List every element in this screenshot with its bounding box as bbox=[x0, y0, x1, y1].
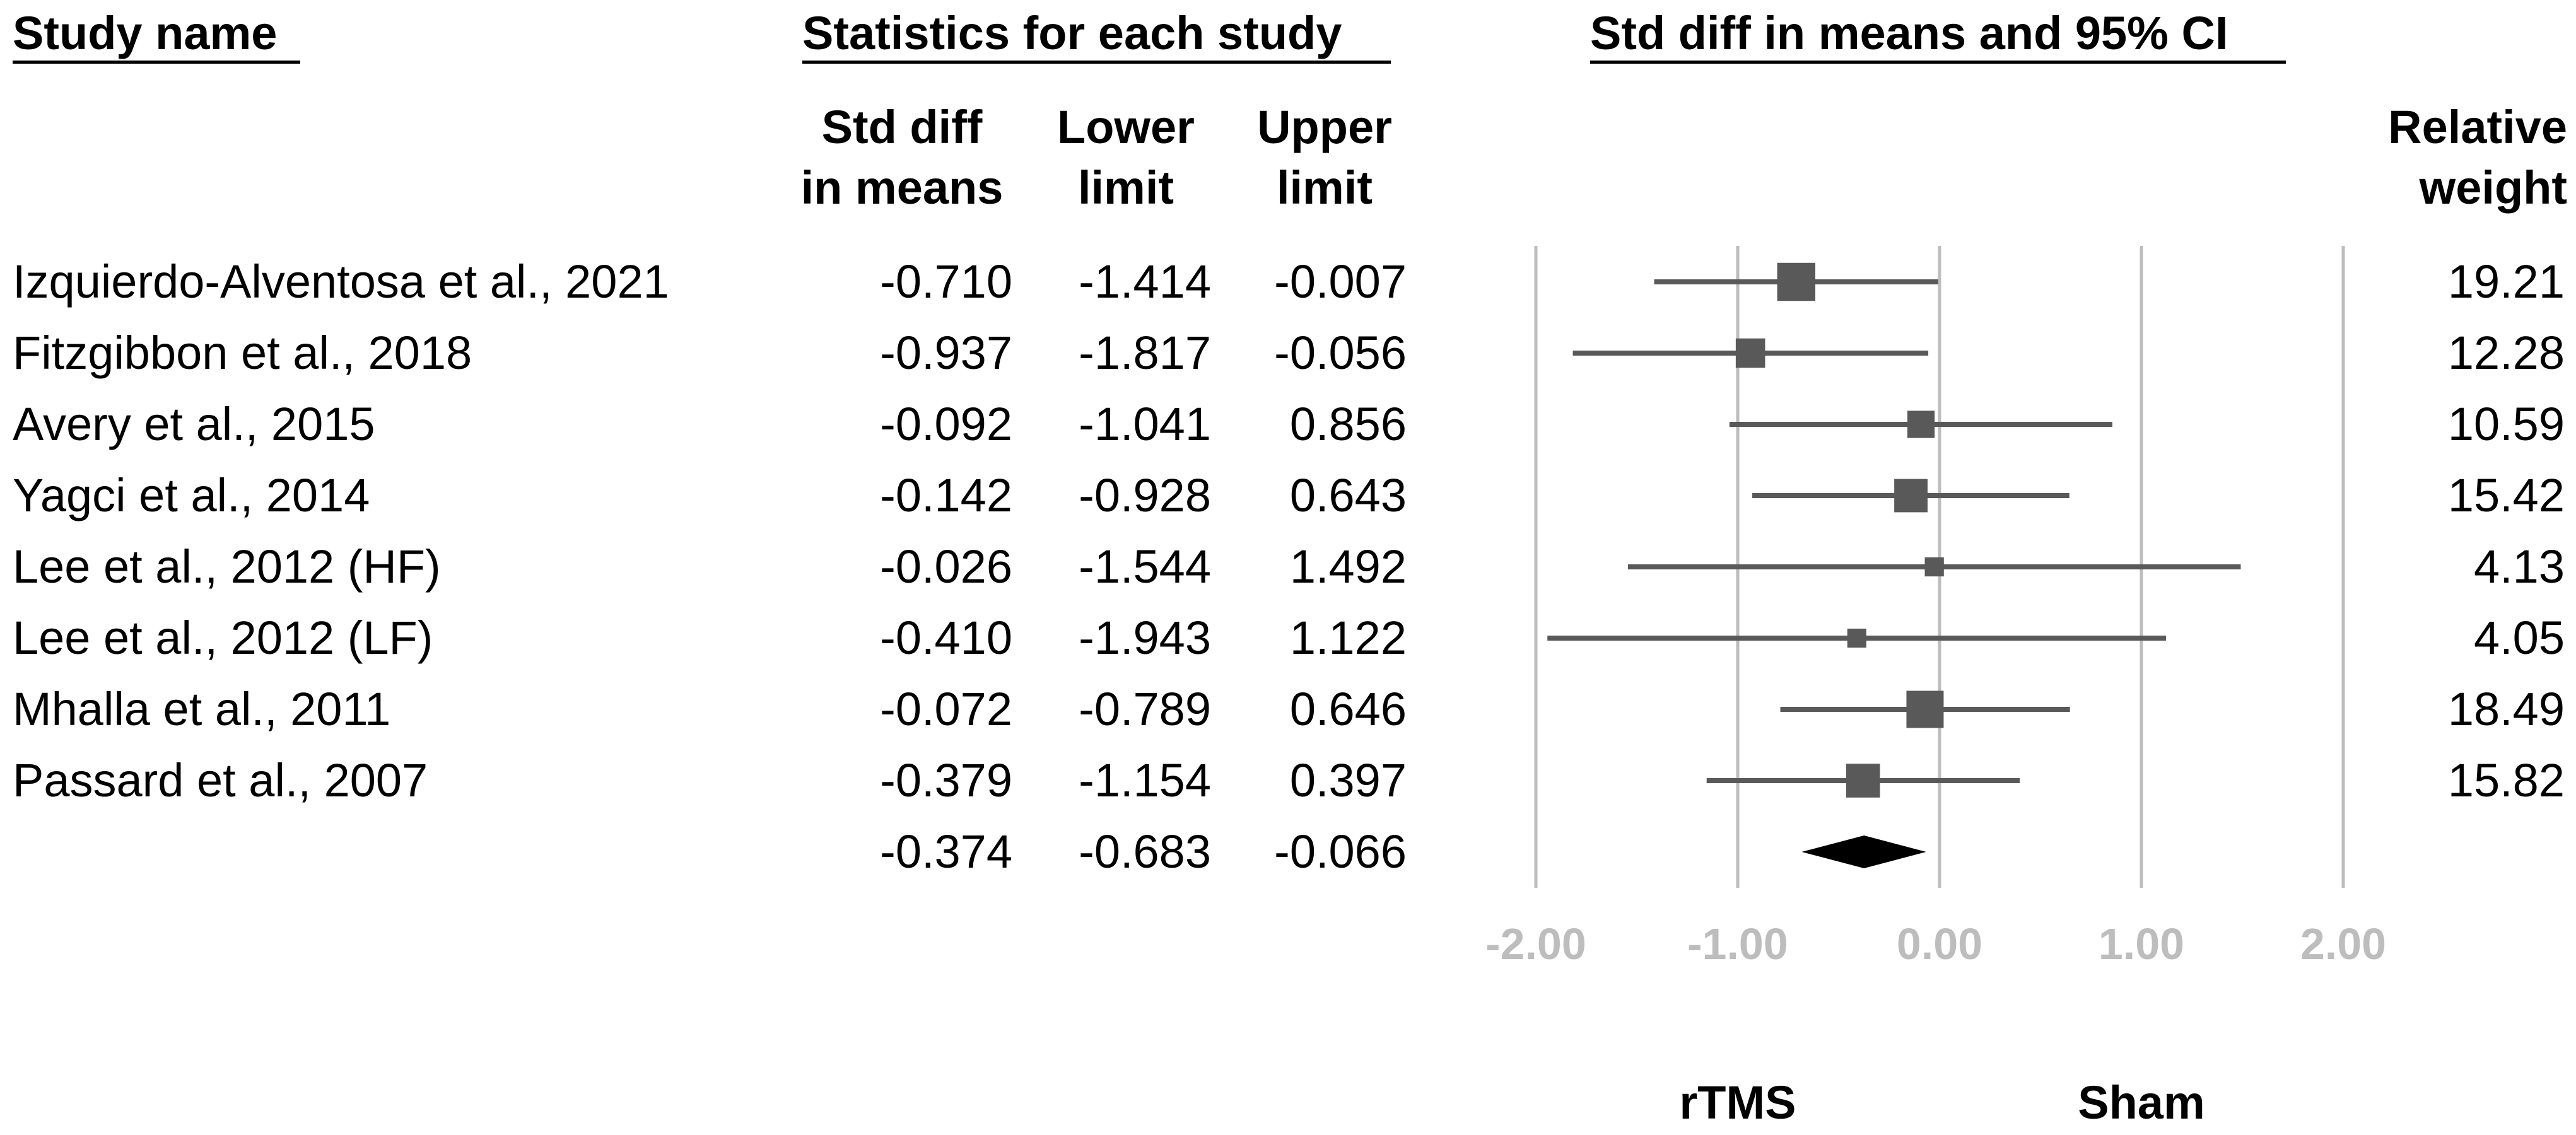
col-header-lower-line2: limit bbox=[1077, 161, 1174, 214]
weight-value: 18.49 bbox=[2447, 683, 2565, 735]
col-header-weight-line2: weight bbox=[2419, 161, 2567, 214]
study-name: Mhalla et al., 2011 bbox=[13, 683, 391, 735]
col-header-std-diff-line2: in means bbox=[800, 161, 1004, 214]
upper-value: 0.856 bbox=[1289, 398, 1407, 450]
upper-value: 1.122 bbox=[1289, 612, 1407, 664]
study-name: Fitzgibbon et al., 2018 bbox=[13, 327, 472, 379]
tick-label-1: 1.00 bbox=[2098, 919, 2185, 969]
smd-value: -0.072 bbox=[880, 683, 1012, 735]
col-header-std-diff-line1: Std diff bbox=[821, 101, 983, 153]
favours-left-label: rTMS bbox=[1679, 1076, 1796, 1129]
weight-value: 12.28 bbox=[2447, 327, 2565, 379]
tick-label-neg1: -1.00 bbox=[1687, 919, 1788, 969]
smd-value: -0.710 bbox=[880, 255, 1012, 308]
summary-smd-value: -0.374 bbox=[880, 825, 1012, 878]
col-header-upper-line1: Upper bbox=[1257, 101, 1392, 153]
header-statistics: Statistics for each study bbox=[802, 7, 1342, 59]
lower-value: -1.414 bbox=[1079, 255, 1211, 308]
weight-value: 15.82 bbox=[2447, 754, 2565, 806]
header-statistics-underline bbox=[802, 61, 1391, 64]
header-plot-underline bbox=[1590, 61, 2286, 64]
col-header-upper: Upper limit bbox=[1230, 97, 1419, 218]
lower-value: -1.817 bbox=[1079, 327, 1211, 379]
effect-marker bbox=[1847, 628, 1866, 648]
weight-value: 15.42 bbox=[2447, 469, 2565, 521]
smd-value: -0.142 bbox=[880, 469, 1012, 521]
weight-value: 10.59 bbox=[2447, 398, 2565, 450]
col-header-std-diff: Std diff in means bbox=[782, 97, 1022, 218]
smd-value: -0.026 bbox=[880, 540, 1012, 593]
header-study-name-underline bbox=[13, 61, 300, 64]
effect-marker bbox=[1907, 410, 1935, 438]
smd-value: -0.937 bbox=[880, 327, 1012, 379]
study-name: Izquierdo-Alventosa et al., 2021 bbox=[13, 255, 669, 308]
upper-value: 0.397 bbox=[1289, 754, 1407, 806]
col-header-upper-line2: limit bbox=[1276, 161, 1373, 214]
effect-marker bbox=[1894, 479, 1928, 513]
upper-value: 1.492 bbox=[1289, 540, 1407, 593]
header-plot: Std diff in means and 95% CI bbox=[1590, 7, 2228, 59]
header-study-name: Study name bbox=[13, 7, 278, 59]
weight-value: 4.13 bbox=[2473, 540, 2565, 593]
summary-lower-value: -0.683 bbox=[1079, 825, 1211, 878]
upper-value: 0.643 bbox=[1289, 469, 1407, 521]
smd-value: -0.092 bbox=[880, 398, 1012, 450]
tick-label-0: 0.00 bbox=[1896, 919, 1983, 969]
lower-value: -1.154 bbox=[1079, 754, 1211, 806]
smd-value: -0.379 bbox=[880, 754, 1012, 806]
summary-upper-value: -0.066 bbox=[1274, 825, 1407, 878]
smd-value: -0.410 bbox=[880, 612, 1012, 664]
study-name: Passard et al., 2007 bbox=[13, 754, 428, 806]
tick-label-2: 2.00 bbox=[2300, 919, 2387, 969]
upper-value: -0.007 bbox=[1274, 255, 1407, 308]
study-name: Lee et al., 2012 (LF) bbox=[13, 612, 433, 664]
effect-marker bbox=[1777, 262, 1816, 301]
col-header-lower: Lower limit bbox=[1034, 97, 1217, 218]
lower-value: -0.789 bbox=[1079, 683, 1211, 735]
lower-value: -1.943 bbox=[1079, 612, 1211, 664]
lower-value: -0.928 bbox=[1079, 469, 1211, 521]
effect-marker bbox=[1735, 338, 1765, 368]
lower-value: -1.544 bbox=[1079, 540, 1211, 593]
upper-value: -0.056 bbox=[1274, 327, 1407, 379]
col-header-weight-line1: Relative bbox=[2388, 101, 2567, 153]
study-name: Lee et al., 2012 (HF) bbox=[13, 540, 441, 593]
effect-marker bbox=[1924, 557, 1944, 577]
weight-value: 19.21 bbox=[2447, 255, 2565, 308]
col-header-weight: Relative weight bbox=[2321, 97, 2567, 218]
study-name: Avery et al., 2015 bbox=[13, 398, 375, 450]
tick-label-neg2: -2.00 bbox=[1485, 919, 1586, 969]
effect-marker bbox=[1846, 764, 1880, 798]
upper-value: 0.646 bbox=[1289, 683, 1407, 735]
study-name: Yagci et al., 2014 bbox=[13, 469, 370, 521]
effect-marker bbox=[1906, 690, 1944, 728]
weight-value: 4.05 bbox=[2473, 612, 2565, 664]
col-header-lower-line1: Lower bbox=[1057, 101, 1195, 153]
favours-right-label: Sham bbox=[2078, 1076, 2205, 1129]
lower-value: -1.041 bbox=[1079, 398, 1211, 450]
pooled-diamond bbox=[1801, 835, 1926, 868]
